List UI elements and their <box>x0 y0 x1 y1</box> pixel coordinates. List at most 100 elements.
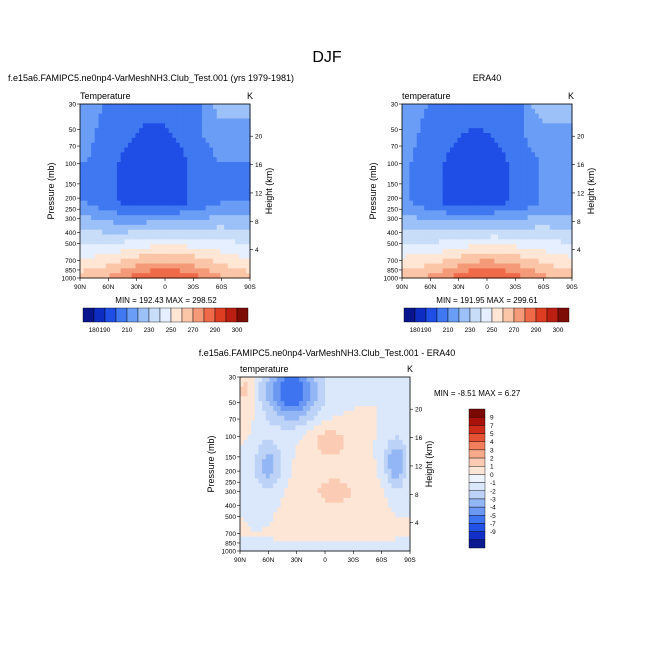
field-cell <box>255 416 259 421</box>
field-cell <box>494 157 498 162</box>
field-cell <box>505 133 509 138</box>
field-cell <box>494 177 498 182</box>
field-cell <box>366 483 370 488</box>
field-cell <box>235 230 239 235</box>
field-cell <box>284 411 288 416</box>
field-cell <box>262 517 266 522</box>
field-cell <box>472 162 476 167</box>
field-cell <box>461 225 465 230</box>
field-cell <box>165 172 169 177</box>
field-cell <box>206 191 210 196</box>
field-cell <box>195 249 199 254</box>
field-cell <box>554 210 558 215</box>
field-cell <box>195 244 199 249</box>
field-cell <box>505 186 509 191</box>
field-cell <box>406 128 410 133</box>
field-cell <box>169 143 173 148</box>
field-cell <box>266 421 270 426</box>
field-cell <box>392 512 396 517</box>
field-cell <box>535 167 539 172</box>
field-cell <box>561 215 565 220</box>
field-cell <box>498 181 502 186</box>
field-cell <box>461 191 465 196</box>
field-cell <box>262 541 266 546</box>
field-cell <box>195 191 199 196</box>
field-cell <box>439 210 443 215</box>
field-cell <box>307 503 311 508</box>
field-cell <box>517 148 521 153</box>
field-cell <box>150 143 154 148</box>
field-cell <box>124 167 128 172</box>
field-cell <box>232 114 236 119</box>
field-cell <box>476 148 480 153</box>
field-cell <box>180 138 184 143</box>
field-cell <box>224 152 228 157</box>
field-cell <box>165 191 169 196</box>
field-cell <box>487 119 491 124</box>
field-cell <box>424 268 428 273</box>
field-cell <box>258 421 262 426</box>
field-cell <box>187 239 191 244</box>
field-cell <box>388 435 392 440</box>
field-cell <box>154 143 158 148</box>
field-cell <box>292 421 296 426</box>
field-cell <box>147 133 151 138</box>
field-cell <box>224 138 228 143</box>
field-cell <box>165 133 169 138</box>
field-cell <box>450 235 454 240</box>
field-cell <box>106 186 110 191</box>
field-cell <box>388 464 392 469</box>
field-cell <box>498 172 502 177</box>
field-cell <box>172 162 176 167</box>
field-cell <box>535 268 539 273</box>
field-cell <box>487 104 491 109</box>
field-cell <box>139 143 143 148</box>
field-cell <box>165 109 169 114</box>
field-cell <box>258 493 262 498</box>
field-cell <box>228 254 232 259</box>
field-cell <box>443 244 447 249</box>
field-cell <box>191 104 195 109</box>
field-cell <box>239 196 243 201</box>
field-cell <box>176 119 180 124</box>
field-cell <box>143 148 147 153</box>
field-cell <box>476 133 480 138</box>
field-cell <box>154 220 158 225</box>
field-cell <box>183 138 187 143</box>
field-cell <box>258 396 262 401</box>
field-cell <box>243 264 247 269</box>
field-cell <box>369 479 373 484</box>
field-cell <box>347 474 351 479</box>
field-cell <box>95 119 99 124</box>
field-cell <box>413 181 417 186</box>
field-cell <box>480 244 484 249</box>
colorbar-label: 250 <box>166 327 177 334</box>
field-cell <box>209 239 213 244</box>
field-cell <box>494 114 498 119</box>
field-cell <box>299 396 303 401</box>
field-cell <box>91 143 95 148</box>
field-cell <box>535 201 539 206</box>
field-cell <box>340 445 344 450</box>
field-cell <box>183 157 187 162</box>
field-cell <box>461 109 465 114</box>
field-cell <box>557 119 561 124</box>
field-cell <box>450 239 454 244</box>
field-cell <box>388 425 392 430</box>
field-cell <box>480 123 484 128</box>
field-cell <box>158 181 162 186</box>
field-cell <box>95 264 99 269</box>
field-cell <box>402 244 406 249</box>
field-cell <box>161 244 165 249</box>
field-cell <box>95 196 99 201</box>
field-cell <box>546 249 550 254</box>
field-cell <box>106 181 110 186</box>
field-cell <box>206 177 210 182</box>
field-cell <box>273 445 277 450</box>
field-cell <box>380 464 384 469</box>
field-cell <box>299 532 303 537</box>
field-cell <box>258 503 262 508</box>
field-cell <box>435 244 439 249</box>
field-cell <box>373 474 377 479</box>
field-cell <box>154 196 158 201</box>
